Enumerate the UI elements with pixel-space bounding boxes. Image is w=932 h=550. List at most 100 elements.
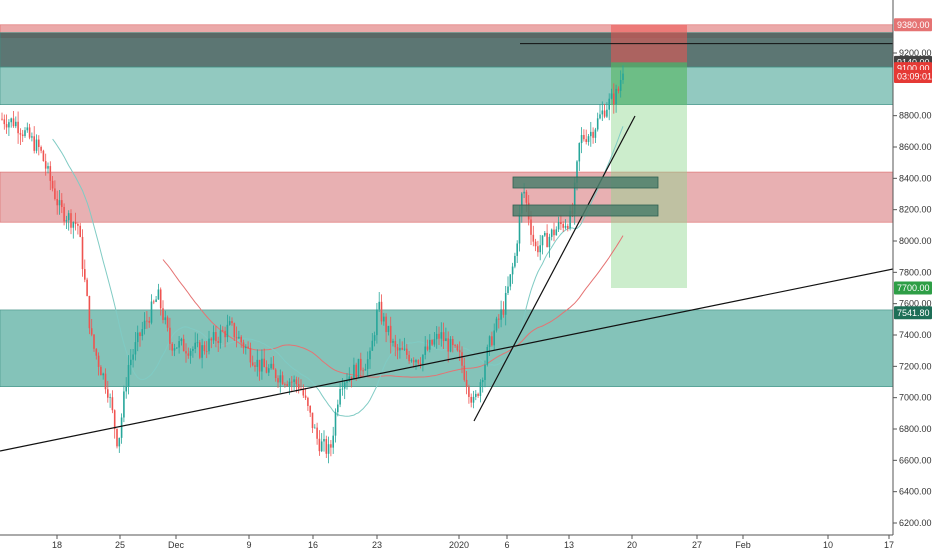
order-block-boxes[interactable]: [512, 176, 659, 217]
candle-body: [12, 118, 15, 127]
zone-resistance-3: [0, 171, 894, 223]
candle-body: [102, 373, 104, 376]
candle-body: [596, 118, 599, 130]
candle-body: [173, 348, 176, 351]
price-tick-label: 8000.00: [899, 236, 932, 246]
order-block-upper: [512, 176, 659, 189]
candle-body: [31, 136, 33, 138]
short-position-tool[interactable]: [611, 24, 687, 289]
candle-body: [217, 341, 219, 343]
candle-body: [139, 332, 141, 337]
time-axis[interactable]: 18 25 Dec 9 16 23 2020 6 13 20 27 Feb 10 17: [0, 534, 894, 550]
candle-body: [422, 354, 424, 365]
candle-body: [235, 337, 238, 339]
candle-body: [458, 350, 461, 353]
candle-body: [415, 360, 417, 363]
time-tick-label: 2020: [449, 540, 469, 550]
time-tick-label: Dec: [168, 540, 185, 550]
candle-body: [148, 320, 150, 323]
candle-body: [488, 336, 491, 347]
candle-body: [176, 347, 178, 349]
time-tick-label: 13: [564, 540, 574, 550]
candle-body: [573, 182, 576, 215]
candle-body: [240, 336, 242, 343]
candle-body: [100, 366, 102, 376]
candle-body: [15, 121, 17, 127]
price-badge-p9380: [894, 18, 932, 32]
candle-body: [456, 345, 459, 351]
candle-body: [468, 386, 470, 397]
candle-body: [316, 427, 318, 439]
candle-body: [86, 279, 88, 297]
candle-body: [373, 335, 376, 341]
time-tick-label: 18: [52, 540, 62, 550]
candle-body: [245, 346, 247, 349]
candle-body: [286, 384, 288, 386]
candle-body: [1, 118, 3, 120]
candle-body: [3, 119, 6, 125]
candle-body: [65, 220, 68, 222]
candle-body: [203, 345, 206, 352]
candle-body: [150, 301, 153, 323]
candle-body: [224, 330, 226, 338]
candle-body: [461, 352, 463, 366]
candle-body: [470, 396, 472, 403]
candle-body: [38, 139, 40, 148]
price-axis[interactable]: 9200.00 8800.00 8600.00 8400.00 8200.00 8000.…: [892, 0, 932, 535]
candle-body: [47, 166, 49, 169]
candle-body: [491, 336, 493, 346]
position-reward-box: [611, 62, 687, 289]
candle-body: [617, 88, 620, 91]
candle-body: [332, 435, 334, 448]
candle-body: [302, 388, 305, 396]
candle-body: [495, 318, 498, 331]
candle-body: [339, 388, 341, 405]
candle-body: [438, 333, 440, 339]
candle-body: [608, 98, 610, 110]
candle-body: [380, 301, 383, 322]
candle-body: [270, 363, 272, 369]
candle-body: [314, 427, 316, 429]
candle-body: [19, 133, 22, 135]
position-filled-box: [611, 62, 687, 105]
candle-body: [284, 384, 286, 385]
candle-body: [247, 346, 249, 349]
time-tick-label: 9: [246, 540, 251, 550]
candle-body: [111, 397, 114, 411]
time-tick-label: 16: [308, 540, 318, 550]
candle-body: [279, 375, 282, 383]
candle-body: [28, 127, 31, 138]
candle-body: [226, 324, 229, 338]
price-tick-label: 8200.00: [899, 205, 932, 215]
price-badge-ptimer: [894, 70, 932, 83]
candle-body: [544, 232, 546, 236]
candle-body: [603, 110, 606, 117]
candle-body: [10, 118, 12, 123]
candle-body: [548, 236, 551, 248]
candle-body: [362, 370, 364, 372]
price-tick-label: 6400.00: [899, 487, 932, 497]
candle-body: [196, 342, 199, 344]
candle-body: [518, 213, 521, 244]
candle-body: [254, 365, 256, 367]
candle-body: [465, 379, 468, 387]
candle-body: [42, 150, 45, 162]
candle-body: [104, 373, 107, 390]
candle-body: [136, 332, 139, 343]
candle-body: [364, 369, 367, 371]
candle-body: [550, 229, 553, 237]
candle-body: [509, 274, 512, 287]
candle-body: [5, 124, 8, 128]
candle-body: [307, 397, 309, 406]
candle-body: [392, 341, 394, 343]
candle-body: [228, 321, 231, 325]
trend-lines[interactable]: [0, 43, 894, 452]
candle-body: [159, 289, 162, 309]
ma-slow-line: [162, 235, 624, 378]
candle-body: [88, 296, 91, 329]
candle-body: [403, 348, 406, 350]
candle-body: [180, 338, 183, 342]
candle-body: [396, 347, 399, 351]
price-badge-label: 7541.80: [897, 308, 930, 318]
